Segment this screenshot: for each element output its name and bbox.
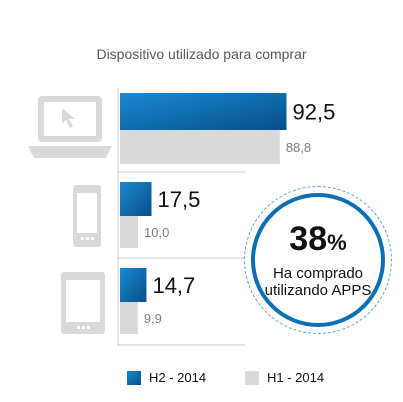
legend-label-h2: H2 - 2014 bbox=[149, 370, 207, 385]
legend-swatch-h1 bbox=[245, 370, 259, 385]
data-label-h2-laptop: 92,5 bbox=[293, 100, 336, 125]
chart-title: Dispositivo utilizado para comprar bbox=[96, 46, 307, 62]
legend-item-h2: H2 - 2014 bbox=[127, 370, 206, 385]
apps-callout-ring: 38% Ha comprado utilizando APPS bbox=[251, 193, 385, 327]
legend-swatch-h2 bbox=[127, 370, 141, 385]
bar-h1-tablet bbox=[120, 302, 138, 334]
apps-percentage-value: 38 bbox=[289, 220, 328, 258]
data-label-h1-tablet: 9,9 bbox=[144, 311, 162, 326]
legend-label-h1: H1 - 2014 bbox=[267, 370, 325, 385]
bar-h2-laptop bbox=[120, 93, 287, 130]
apps-callout: 38% Ha comprado utilizando APPS bbox=[244, 186, 392, 334]
data-label-h2-smartphone: 17,5 bbox=[158, 187, 201, 212]
bar-h2-smartphone bbox=[120, 182, 152, 216]
smartphone-icon bbox=[73, 185, 101, 247]
data-label-h2-tablet: 14,7 bbox=[152, 273, 195, 298]
data-label-h1-smartphone: 10,0 bbox=[144, 225, 169, 240]
legend: H2 - 2014 H1 - 2014 bbox=[0, 370, 403, 390]
tablet-icon bbox=[61, 272, 105, 334]
legend-item-h1: H1 - 2014 bbox=[245, 370, 324, 385]
apps-callout-text: Ha comprado utilizando APPS bbox=[264, 265, 372, 299]
bar-h1-laptop bbox=[120, 130, 280, 164]
laptop-icon bbox=[28, 96, 112, 158]
apps-percentage-unit: % bbox=[327, 230, 347, 255]
bar-h1-smartphone bbox=[120, 216, 138, 248]
apps-percentage: 38% bbox=[289, 221, 346, 261]
data-label-h1-laptop: 88,8 bbox=[286, 140, 311, 155]
bar-h2-tablet bbox=[120, 268, 147, 302]
